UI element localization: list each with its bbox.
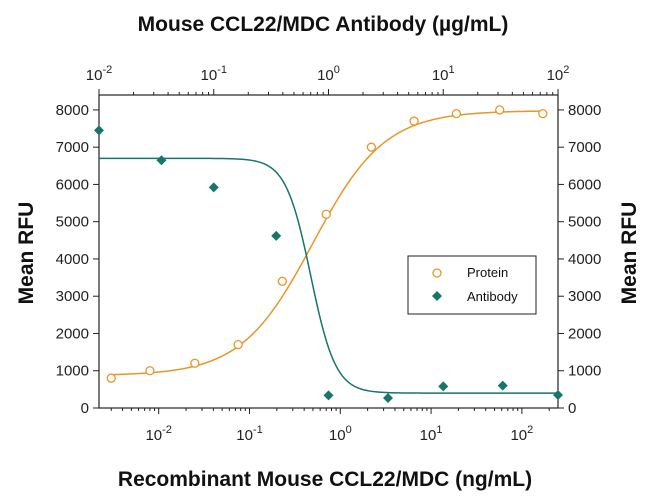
right-y-tick-label: 0 [568, 400, 576, 417]
protein-point [145, 366, 155, 376]
top-x-tick-label: 100 [317, 64, 340, 84]
top-x-tick-label: 10-2 [86, 64, 112, 84]
antibody-point [323, 390, 334, 401]
bottom-x-tick-label: 102 [510, 424, 533, 444]
protein-point [409, 116, 419, 126]
top-x-tick-label: 102 [547, 64, 570, 84]
antibody-point [497, 380, 508, 391]
bottom-x-tick-label: 100 [329, 424, 352, 444]
right-y-tick-label: 3000 [568, 288, 601, 305]
bottom-x-tick-label: 10-2 [145, 424, 171, 444]
left-y-tick-label: 7000 [56, 139, 89, 156]
antibody-point [553, 389, 563, 400]
data-points [94, 105, 563, 403]
legend-antibody-label: Antibody [467, 289, 518, 304]
bottom-axis-title: Recombinant Mouse CCL22/MDC (ng/mL) [118, 468, 532, 491]
antibody-point [208, 182, 219, 193]
fit-curve-antibody [99, 157, 558, 394]
left-y-tick-label: 3000 [56, 288, 89, 305]
antibody-point [94, 125, 104, 136]
protein-point [366, 142, 377, 152]
left-y-tick-label: 2000 [56, 325, 89, 342]
axis-ticks: 0 0 1000 1000 2000 2000 3000 3000 4000 4000 5000 50… [56, 64, 602, 444]
legend-protein-label: Protein [467, 265, 508, 280]
right-y-tick-label: 6000 [568, 176, 601, 193]
legend-antibody-marker [432, 291, 442, 301]
antibody-point [271, 230, 282, 241]
left-y-axis-title: Mean RFU [15, 202, 38, 305]
protein-point [190, 358, 200, 368]
protein-point [538, 108, 548, 119]
right-y-tick-label: 4000 [568, 251, 601, 268]
right-y-axis-title: Mean RFU [618, 202, 641, 305]
bottom-x-tick-label: 10-1 [236, 424, 262, 444]
right-y-tick-label: 7000 [568, 139, 601, 156]
top-x-tick-label: 101 [432, 64, 455, 84]
plot-frame [98, 94, 559, 409]
fit-curves [99, 110, 558, 394]
protein-point [106, 373, 116, 383]
right-y-tick-label: 1000 [568, 363, 601, 380]
top-x-tick-label: 10-1 [201, 64, 227, 84]
legend: Protein Antibody [407, 255, 537, 315]
right-y-tick-label: 2000 [568, 325, 601, 342]
right-y-tick-label: 5000 [568, 214, 601, 231]
fit-curve-protein [111, 110, 543, 376]
left-y-tick-label: 8000 [56, 102, 89, 119]
bottom-x-tick-label: 101 [420, 424, 443, 444]
right-y-tick-label: 8000 [568, 102, 601, 119]
antibody-point [382, 392, 393, 403]
left-y-tick-label: 4000 [56, 251, 89, 268]
left-y-tick-label: 6000 [56, 176, 89, 193]
legend-box [407, 255, 537, 315]
top-axis-title: Mouse CCL22/MDC Antibody (µg/mL) [138, 13, 509, 36]
protein-point [233, 340, 243, 350]
antibody-point [438, 381, 449, 392]
protein-point [495, 105, 505, 115]
protein-point [277, 276, 287, 286]
left-y-tick-label: 1000 [56, 363, 89, 380]
antibody-point [156, 155, 167, 166]
protein-point [451, 108, 462, 119]
protein-point [321, 209, 331, 219]
left-y-tick-label: 0 [81, 400, 89, 417]
left-y-tick-label: 5000 [56, 214, 89, 231]
legend-protein-marker [432, 268, 442, 278]
